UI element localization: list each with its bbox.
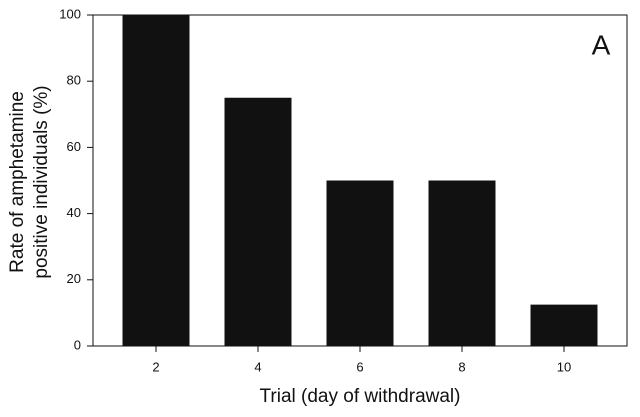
y-tick-label: 20 xyxy=(67,271,81,286)
y-tick-label: 60 xyxy=(67,139,81,154)
x-tick-label: 4 xyxy=(254,359,261,374)
bar xyxy=(224,97,292,346)
bar xyxy=(326,180,394,346)
x-axis-title: Trial (day of withdrawal) xyxy=(260,386,461,407)
y-tick-label: 100 xyxy=(59,6,81,21)
bar xyxy=(530,304,598,346)
bar xyxy=(428,180,496,346)
x-tick-label: 2 xyxy=(152,359,159,374)
y-tick-label: 0 xyxy=(74,337,81,352)
x-tick-label: 10 xyxy=(557,359,571,374)
x-tick-label: 6 xyxy=(356,359,363,374)
y-tick-label: 40 xyxy=(67,205,81,220)
bar xyxy=(122,15,190,346)
y-tick-label: 80 xyxy=(67,73,81,88)
y-axis-title: positive individuals (%) xyxy=(31,85,52,278)
y-axis-title: Rate of amphetamine xyxy=(7,91,28,273)
panel-label: A xyxy=(592,29,611,60)
x-tick-label: 8 xyxy=(458,359,465,374)
